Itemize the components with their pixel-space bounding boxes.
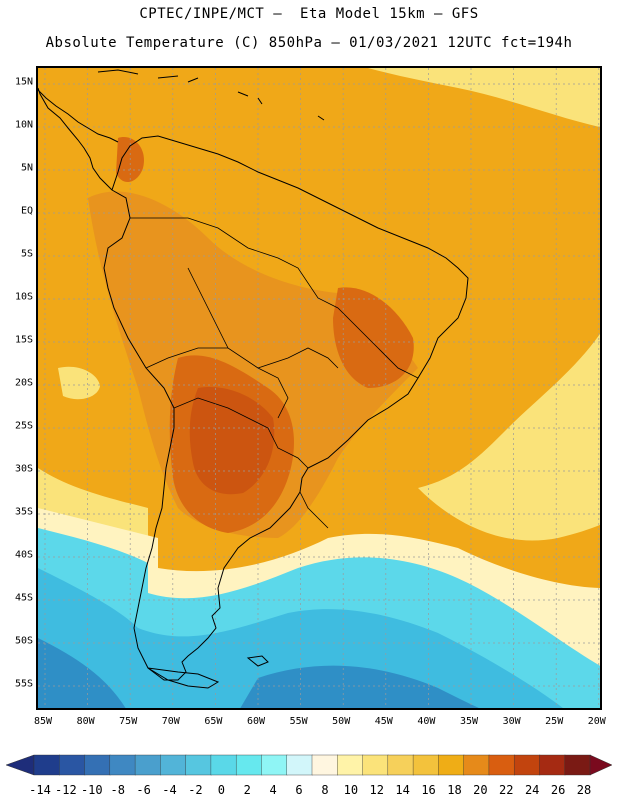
colorbar-label: 18 bbox=[447, 783, 462, 797]
colorbar-label: 22 bbox=[499, 783, 514, 797]
colorbar-swatch bbox=[286, 754, 313, 776]
lon-label: 50W bbox=[332, 716, 351, 727]
field-hot-brazil-east bbox=[333, 287, 414, 388]
lat-label: 25S bbox=[14, 420, 33, 432]
field-hottest-core bbox=[189, 387, 275, 495]
lat-label: 30S bbox=[14, 463, 33, 475]
colorbar-high-arrow bbox=[589, 754, 613, 776]
colorbar-swatch bbox=[261, 754, 288, 776]
lat-label: 5S bbox=[20, 248, 33, 260]
lon-label: 80W bbox=[76, 716, 95, 727]
color-scale bbox=[0, 752, 618, 800]
lon-label: 60W bbox=[246, 716, 266, 727]
chart-title-line2: Absolute Temperature (C) 850hPa — 01/03/… bbox=[45, 35, 573, 51]
lon-label: 65W bbox=[204, 716, 223, 727]
caribbean-islands bbox=[97, 69, 325, 121]
colorbar-swatch bbox=[564, 754, 591, 776]
colorbar-swatch bbox=[33, 754, 60, 776]
colorbar-label: 6 bbox=[295, 783, 303, 797]
colorbar-label: 20 bbox=[473, 783, 488, 797]
colorbar-low-arrow bbox=[5, 754, 35, 776]
lon-label: 85W bbox=[33, 716, 53, 727]
lat-lon-grid bbox=[38, 68, 600, 708]
colorbar-swatch bbox=[235, 754, 263, 776]
colorbar-swatch bbox=[160, 754, 187, 776]
colorbar-swatch bbox=[438, 754, 465, 776]
lon-label: 35W bbox=[459, 716, 479, 727]
colorbar-label: -14 bbox=[29, 783, 51, 797]
colorbar-swatch bbox=[337, 754, 364, 776]
colorbar-label: -10 bbox=[80, 783, 103, 797]
colorbar-label: -4 bbox=[162, 783, 177, 797]
lon-label: 40W bbox=[417, 716, 436, 727]
lat-label: 15N bbox=[14, 76, 33, 88]
lon-label: 75W bbox=[119, 716, 138, 727]
field-warm-yellow-e bbox=[418, 333, 600, 541]
colorbar-label: 16 bbox=[421, 783, 436, 797]
lon-label: 45W bbox=[374, 716, 393, 727]
coastlines-and-borders bbox=[38, 69, 469, 689]
lat-label: 20S bbox=[14, 377, 33, 389]
colorbar-label: 0 bbox=[217, 783, 225, 797]
lat-label: 35S bbox=[14, 506, 33, 518]
colorbar-swatch bbox=[513, 754, 541, 776]
colorbar-swatch bbox=[539, 754, 566, 776]
falkland-islands bbox=[246, 655, 269, 667]
chart-title-line1: CPTEC/INPE/MCT — Eta Model 15km — GFS bbox=[139, 6, 479, 22]
lat-label: 45S bbox=[14, 592, 33, 604]
colorbar-label: -2 bbox=[188, 783, 203, 797]
colorbar-swatch bbox=[210, 754, 237, 776]
colorbar-swatch bbox=[362, 754, 389, 776]
lon-label: 70W bbox=[161, 716, 180, 727]
colorbar-swatch bbox=[463, 754, 490, 776]
central-america-coastline bbox=[38, 89, 119, 143]
south-america-coastline bbox=[38, 87, 469, 681]
color-scale-bar bbox=[5, 754, 613, 776]
field-deep-blue-band-2 bbox=[240, 665, 479, 708]
lon-label: 20W bbox=[587, 716, 606, 727]
colorbar-swatch bbox=[387, 754, 414, 776]
field-warm-yellow-ne bbox=[368, 68, 600, 128]
colorbar-swatch bbox=[59, 754, 86, 776]
colorbar-label: 10 bbox=[343, 783, 359, 797]
lon-label: 30W bbox=[502, 716, 521, 727]
colorbar-swatch bbox=[488, 754, 515, 776]
colorbar-swatch bbox=[412, 754, 440, 776]
lat-label: EQ bbox=[20, 205, 33, 217]
colorbar-swatch bbox=[84, 754, 111, 776]
colorbar-swatch bbox=[185, 754, 212, 776]
colorbar-label: 14 bbox=[395, 783, 410, 797]
lat-label: 40S bbox=[14, 549, 33, 561]
colorbar-label: 2 bbox=[243, 783, 251, 797]
colorbar-swatch bbox=[134, 754, 162, 776]
temperature-map bbox=[36, 66, 602, 710]
colorbar-label: 28 bbox=[576, 783, 592, 797]
country-borders bbox=[130, 217, 419, 529]
colorbar-label: -8 bbox=[110, 783, 125, 797]
map-canvas bbox=[38, 68, 600, 708]
lat-label: 50S bbox=[14, 635, 33, 647]
tierra-del-fuego bbox=[147, 667, 220, 689]
colorbar-swatch bbox=[109, 754, 136, 776]
lon-label: 55W bbox=[289, 716, 308, 727]
colorbar-label: 4 bbox=[269, 783, 277, 797]
colorbar-swatch bbox=[311, 754, 338, 776]
lon-label: 25W bbox=[545, 716, 564, 727]
lat-label: 5N bbox=[20, 162, 33, 174]
colorbar-label: 24 bbox=[524, 783, 540, 797]
colorbar-label: -6 bbox=[136, 783, 151, 797]
colorbar-label: 8 bbox=[321, 783, 329, 797]
colorbar-label: -12 bbox=[55, 783, 77, 797]
colorbar-label: 12 bbox=[369, 783, 384, 797]
lat-label: 55S bbox=[14, 678, 33, 690]
lat-label: 10N bbox=[14, 119, 33, 131]
field-deep-blue-band bbox=[38, 638, 126, 708]
field-warm-yellow-w-patch bbox=[58, 366, 100, 400]
lat-label: 15S bbox=[14, 334, 33, 346]
lat-label: 10S bbox=[14, 291, 33, 303]
colorbar-label: 26 bbox=[550, 783, 566, 797]
